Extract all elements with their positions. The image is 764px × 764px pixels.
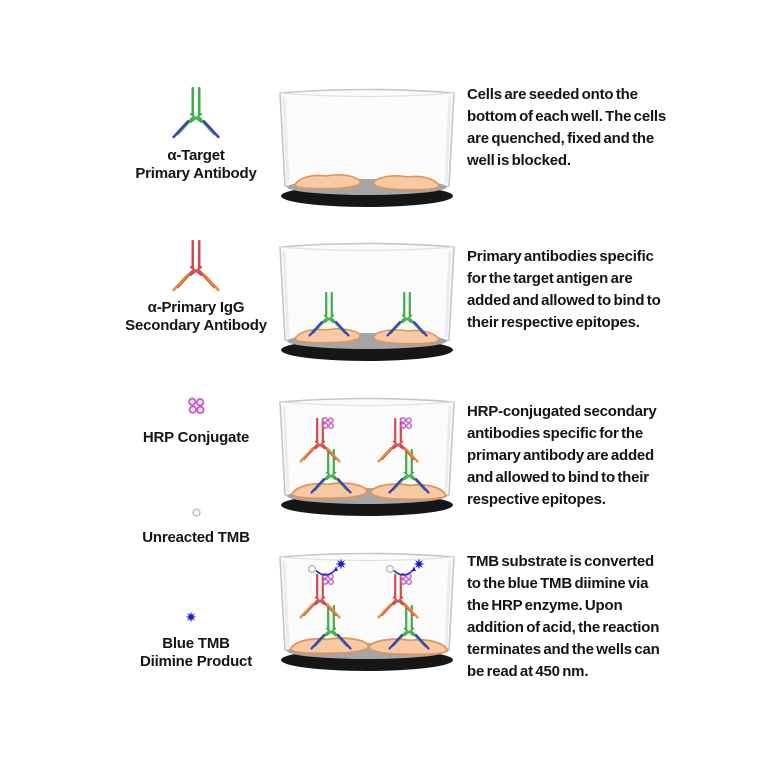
- primary-antibody-icon: [172, 86, 220, 139]
- hrp-conjugate-icon: [188, 397, 205, 415]
- unreacted-tmb-icon: [192, 508, 201, 517]
- reagent-label-tmb-diimine: Blue TMB Diimine Product: [101, 635, 291, 671]
- well-step-4: [278, 552, 456, 673]
- reagent-label-hrp-conjugate: HRP Conjugate: [101, 429, 291, 447]
- reagent-label-unreacted-tmb: Unreacted TMB: [101, 529, 291, 547]
- reagent-label-line: Blue TMB: [162, 635, 230, 652]
- step-description-4: TMB substrate is converted to the blue T…: [467, 553, 660, 680]
- reagent-label-line: Unreacted TMB: [142, 529, 250, 546]
- reagent-label-line: Primary Antibody: [135, 165, 257, 182]
- reagent-label-line: HRP Conjugate: [142, 429, 250, 446]
- step-description-3: HRP-conjugated secondary antibodies spec…: [467, 403, 657, 508]
- step-description-2: Primary antibodies specific for the targ…: [467, 248, 661, 331]
- tmb-diimine-icon: [185, 611, 197, 623]
- well-step-2: [278, 242, 456, 363]
- well-step-1: [278, 88, 456, 209]
- reagent-label-line: α-Target: [167, 147, 225, 164]
- reagent-label-primary-antibody: α-Target Primary Antibody: [101, 147, 291, 183]
- reagent-label-line: α-Primary IgG: [147, 299, 245, 316]
- reagent-label-secondary-antibody: α-Primary IgG Secondary Antibody: [101, 299, 291, 335]
- well-step-3: [278, 397, 456, 518]
- reagent-label-line: Secondary Antibody: [125, 317, 267, 334]
- secondary-antibody-icon: [172, 239, 220, 292]
- reagent-label-line: Diimine Product: [139, 653, 252, 670]
- step-description-1: Cells are seeded onto the bottom of each…: [467, 86, 667, 169]
